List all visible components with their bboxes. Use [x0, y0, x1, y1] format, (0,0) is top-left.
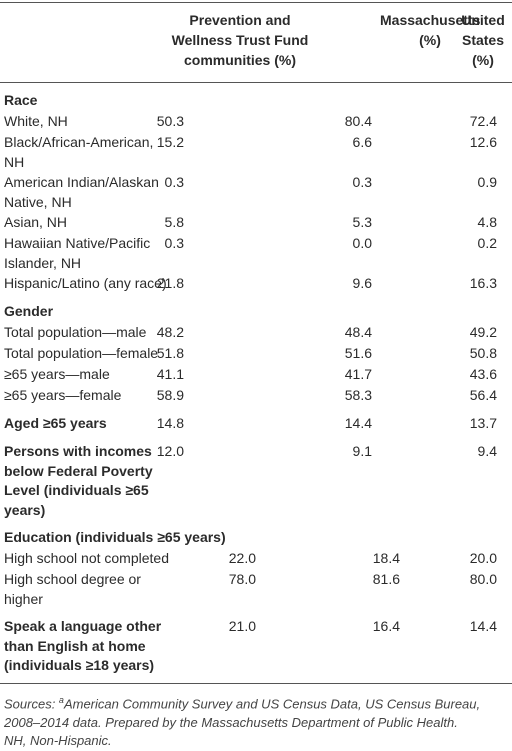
cell-value: 0.0 [352, 235, 372, 251]
cell-value: 5.8 [164, 214, 184, 230]
cell-value: 50.8 [469, 345, 497, 361]
section-title: Race [4, 92, 38, 108]
cell-value: 16.3 [469, 275, 497, 291]
top-rule [0, 2, 512, 3]
cell-value: 81.6 [372, 571, 400, 587]
section-title: Aged ≥65 years [4, 415, 107, 431]
column-header: United States (%) [461, 12, 505, 68]
cell-value: 41.1 [156, 366, 184, 382]
cell-value: 9.6 [352, 275, 372, 291]
cell-value: 0.3 [352, 174, 372, 190]
cell-value: 14.4 [344, 415, 372, 431]
cell-value: 49.2 [469, 324, 497, 340]
section-title: Speak a language other than English at h… [4, 618, 162, 673]
row-label: Asian, NH [4, 214, 68, 230]
section-title: Persons with incomes below Federal Pover… [4, 443, 153, 518]
cell-value: 16.4 [372, 618, 400, 634]
row-label: Hispanic/Latino (any race) [4, 275, 167, 291]
cell-value: 48.2 [156, 324, 184, 340]
cell-value: 15.2 [156, 134, 184, 150]
cell-value: 0.3 [164, 235, 184, 251]
header-rule [0, 82, 512, 83]
row-label: High school not completed [4, 550, 169, 566]
cell-value: 12.0 [156, 443, 184, 459]
cell-value: 78.0 [228, 571, 256, 587]
cell-value: 0.9 [477, 174, 497, 190]
cell-value: 21.0 [228, 618, 256, 634]
footnote-abbrev: NH, Non-Hispanic. [4, 733, 112, 749]
cell-value: 41.7 [344, 366, 372, 382]
cell-value: 4.8 [477, 214, 497, 230]
cell-value: 5.3 [352, 214, 372, 230]
bottom-rule [0, 683, 512, 684]
cell-value: 51.8 [156, 345, 184, 361]
row-label: ≥65 years—male [4, 366, 110, 382]
row-label: White, NH [4, 113, 68, 129]
cell-value: 72.4 [469, 113, 497, 129]
footnote-text: American Community Survey and US Census … [4, 696, 481, 730]
cell-value: 56.4 [469, 387, 497, 403]
section-title: Gender [4, 303, 54, 319]
cell-value: 14.4 [469, 618, 497, 634]
cell-value: 43.6 [469, 366, 497, 382]
cell-value: 0.2 [477, 235, 497, 251]
cell-value: 51.6 [344, 345, 372, 361]
footnote-mark: a [58, 695, 64, 705]
row-label: Total population—female [4, 345, 159, 361]
cell-value: 18.4 [372, 550, 400, 566]
cell-value: 9.1 [352, 443, 372, 459]
cell-value: 6.6 [352, 134, 372, 150]
cell-value: 9.4 [477, 443, 497, 459]
row-label: Total population—male [4, 324, 147, 340]
row-label: Hawaiian Native/Pacific Islander, NH [4, 235, 151, 271]
cell-value: 58.9 [156, 387, 184, 403]
cell-value: 80.4 [344, 113, 372, 129]
cell-value: 20.0 [469, 550, 497, 566]
footnote-lead: Sources: [4, 696, 59, 712]
row-label: High school degree or higher [4, 571, 141, 607]
row-label: Black/African-American, NH [4, 134, 154, 170]
cell-value: 14.8 [156, 415, 184, 431]
cell-value: 21.8 [156, 275, 184, 291]
row-label: ≥65 years—female [4, 387, 122, 403]
cell-value: 50.3 [156, 113, 184, 129]
cell-value: 22.0 [228, 550, 256, 566]
row-label: American Indian/Alaskan Native, NH [4, 174, 159, 210]
column-header: Massachusetts (%) [380, 12, 481, 48]
column-header: Prevention and Wellness Trust Fund commu… [171, 12, 309, 68]
cell-value: 12.6 [469, 134, 497, 150]
cell-value: 48.4 [344, 324, 372, 340]
footnote: Sources: aAmerican Community Survey and … [4, 691, 504, 751]
section-title: Education (individuals ≥65 years) [4, 529, 226, 545]
cell-value: 58.3 [344, 387, 372, 403]
cell-value: 13.7 [469, 415, 497, 431]
cell-value: 0.3 [164, 174, 184, 190]
cell-value: 80.0 [469, 571, 497, 587]
